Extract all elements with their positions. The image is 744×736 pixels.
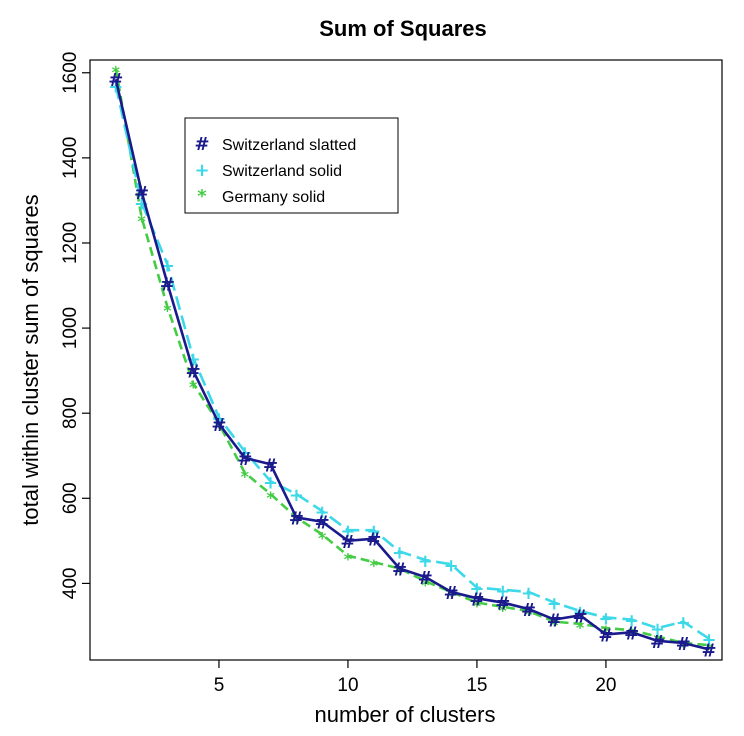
data-point: * — [318, 528, 327, 547]
legend-label: Switzerland solid — [222, 163, 342, 180]
data-point: # — [495, 594, 510, 615]
data-point: + — [444, 555, 459, 576]
data-point: + — [521, 583, 536, 604]
data-point: * — [679, 637, 688, 656]
y-tick-label: 1400 — [60, 137, 81, 179]
data-point: # — [289, 508, 304, 529]
y-axis-label: total within cluster sum of squares — [18, 194, 43, 525]
y-tick-label: 1600 — [60, 52, 81, 94]
legend-symbol: * — [197, 186, 207, 207]
data-point: * — [395, 563, 404, 582]
data-point: * — [447, 586, 456, 605]
data-point: * — [499, 601, 508, 620]
y-tick-label: 600 — [60, 482, 81, 514]
data-point: + — [547, 594, 562, 615]
data-point: + — [624, 611, 639, 632]
data-point: + — [469, 579, 484, 600]
data-point: + — [392, 542, 407, 563]
y-tick-label: 1000 — [60, 307, 81, 349]
data-point: + — [650, 619, 665, 640]
data-point: * — [344, 550, 353, 569]
data-point: # — [237, 449, 252, 470]
chart-title: Sum of Squares — [319, 16, 486, 41]
data-point: * — [189, 377, 198, 396]
legend-symbol: + — [194, 160, 209, 181]
data-point: # — [469, 589, 484, 610]
data-point: # — [650, 632, 665, 653]
data-point: # — [676, 634, 691, 655]
data-point: + — [366, 521, 381, 542]
data-point: # — [340, 532, 355, 553]
data-point: # — [573, 606, 588, 627]
x-tick-label: 10 — [337, 675, 358, 696]
data-point: * — [524, 605, 533, 624]
data-point: # — [598, 625, 613, 646]
data-point: # — [624, 623, 639, 644]
data-point: + — [418, 551, 433, 572]
data-point: * — [137, 211, 146, 230]
x-axis: 5 10 15 20 — [214, 660, 616, 696]
series-line — [114, 85, 710, 640]
data-point: # — [315, 513, 330, 534]
data-point: + — [676, 613, 691, 634]
x-axis-label: number of clusters — [315, 702, 496, 727]
data-point: + — [702, 630, 717, 651]
y-tick-label: 800 — [60, 397, 81, 429]
plot-area — [89, 59, 723, 661]
data-point: # — [211, 415, 226, 436]
series-switzerland-solid: ++++++++++ ++ + ++ + ++ + + + + ++ — [108, 77, 716, 651]
data-point: + — [263, 472, 278, 493]
data-point: * — [163, 301, 172, 320]
legend-symbol: # — [194, 134, 209, 155]
data-point: * — [241, 467, 250, 486]
data-point: # — [444, 583, 459, 604]
data-point: # — [418, 568, 433, 589]
data-point: # — [263, 455, 278, 476]
legend: # Switzerland slatted + Switzerland solid * G… — [184, 117, 399, 214]
x-tick-label: 5 — [214, 675, 225, 696]
data-point: # — [160, 274, 175, 295]
data-point: # — [186, 362, 201, 383]
data-point: * — [576, 618, 585, 637]
series-switzerland-slatted: # # # # # # # # # # # # # # # # # # # # # # # # — [108, 70, 717, 661]
data-point: * — [550, 616, 559, 635]
data-point: + — [315, 502, 330, 523]
data-point: * — [705, 639, 714, 658]
series-layer: ********** * **** * ** * * * * * *++++++++++ ++ + ++ +… — [108, 63, 717, 661]
series-line — [114, 78, 710, 651]
data-point: + — [495, 581, 510, 602]
data-point: # — [108, 70, 123, 91]
data-point: * — [292, 511, 301, 530]
data-point: # — [547, 611, 562, 632]
legend-label: Switzerland slatted — [222, 137, 356, 154]
data-point: + — [289, 485, 304, 506]
legend-label: Germany solid — [222, 189, 325, 206]
data-point: + — [598, 608, 613, 629]
data-point: * — [370, 556, 379, 575]
y-tick-label: 1200 — [60, 222, 81, 264]
y-axis: 400 600 800 1000 1200 1400 1600 — [60, 52, 90, 600]
data-point: * — [266, 488, 275, 507]
x-tick-label: 20 — [595, 675, 616, 696]
y-tick-label: 400 — [60, 568, 81, 600]
x-tick-label: 15 — [466, 675, 487, 696]
legend-box — [184, 117, 399, 214]
data-point: * — [602, 622, 611, 641]
data-point: * — [473, 597, 482, 616]
data-point: # — [392, 560, 407, 581]
data-point: # — [702, 640, 717, 661]
data-point: # — [366, 530, 381, 551]
data-point: # — [521, 600, 536, 621]
data-point: * — [112, 63, 121, 82]
data-point: * — [215, 418, 224, 437]
data-point: # — [134, 183, 149, 204]
data-point: * — [421, 575, 430, 594]
